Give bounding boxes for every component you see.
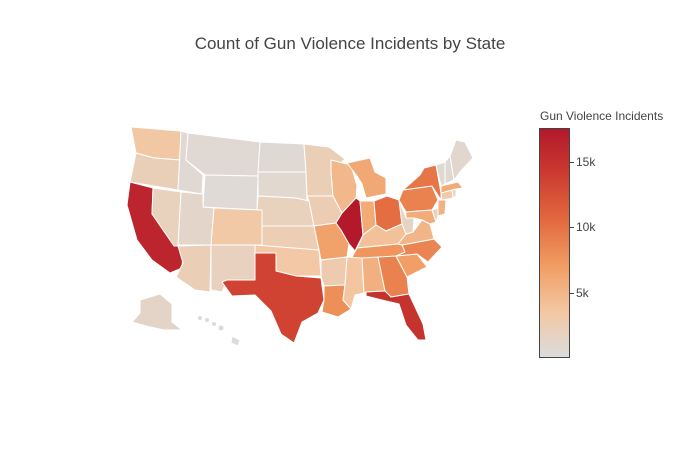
state-MA bbox=[440, 181, 464, 194]
state-WY bbox=[202, 174, 259, 211]
state-AZ bbox=[175, 244, 212, 293]
colorbar-title: Gun Violence Incidents bbox=[540, 109, 664, 123]
state-NV bbox=[151, 187, 182, 247]
colorbar-tick-label: 10k bbox=[576, 220, 596, 235]
state-ND bbox=[257, 141, 307, 173]
colorbar bbox=[539, 128, 570, 358]
state-ME bbox=[449, 139, 474, 181]
colorbar-tick-mark bbox=[570, 161, 574, 163]
state-FL bbox=[365, 290, 427, 341]
state-MI bbox=[346, 157, 387, 199]
state-HI bbox=[198, 316, 241, 347]
colorbar-tick-mark bbox=[570, 292, 574, 294]
state-AK bbox=[131, 293, 183, 331]
state-DE bbox=[431, 207, 439, 223]
state-NC bbox=[395, 238, 443, 263]
state-NJ bbox=[437, 199, 447, 217]
state-AR bbox=[320, 256, 348, 287]
colorbar-tick-mark bbox=[570, 227, 574, 229]
colorbar-tick-label: 5k bbox=[576, 285, 589, 300]
state-CO bbox=[210, 207, 263, 246]
state-TX bbox=[221, 252, 325, 344]
state-NE bbox=[256, 195, 315, 227]
colorbar-tick-label: 15k bbox=[576, 154, 596, 169]
chart-title: Count of Gun Violence Incidents by State bbox=[194, 34, 506, 53]
state-MS bbox=[342, 256, 365, 310]
state-NY bbox=[402, 164, 442, 201]
